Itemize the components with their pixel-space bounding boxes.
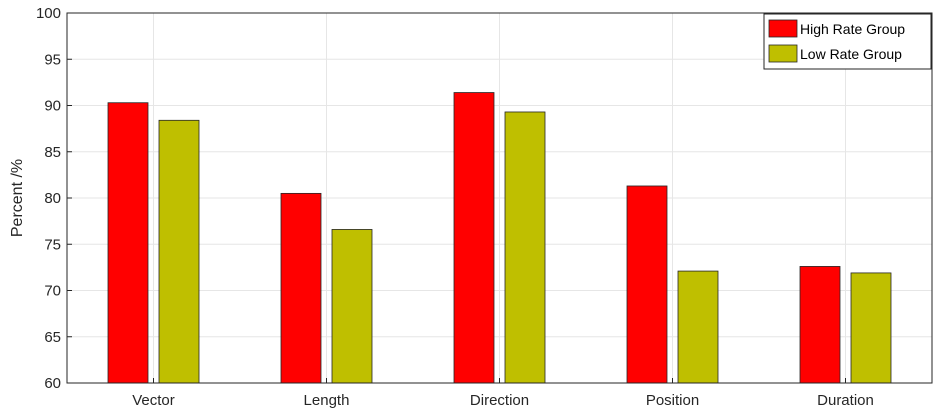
y-tick-label: 60 (44, 375, 61, 392)
legend: High Rate Group Low Rate Group (763, 13, 932, 70)
legend-swatch (768, 44, 798, 63)
bar (677, 270, 719, 384)
bar (331, 229, 373, 384)
y-tick-label: 100 (36, 5, 61, 22)
legend-swatch (768, 19, 798, 38)
y-tick-label: 95 (44, 51, 61, 68)
y-tick-label: 75 (44, 236, 61, 253)
y-tick-label: 70 (44, 283, 61, 300)
bar (626, 185, 668, 384)
x-tick-label: Vector (132, 392, 175, 409)
x-tick-label: Duration (817, 392, 874, 409)
y-axis-ticks: 60 65 70 75 80 85 90 95 100 (36, 5, 72, 392)
x-tick-label: Position (646, 392, 699, 409)
y-tick-label: 90 (44, 98, 61, 115)
y-tick-label: 85 (44, 144, 61, 161)
bar (158, 119, 200, 384)
legend-label: Low Rate Group (800, 46, 902, 62)
y-tick-label: 65 (44, 329, 61, 346)
bar (107, 102, 149, 384)
bar (453, 92, 495, 384)
grid-lines (67, 12, 932, 384)
y-tick-label: 80 (44, 190, 61, 207)
bar (799, 266, 841, 384)
bars (107, 92, 892, 384)
bar (504, 111, 546, 384)
x-tick-label: Length (304, 392, 350, 409)
legend-label: High Rate Group (800, 21, 905, 37)
bar (280, 192, 322, 384)
x-tick-label: Direction (470, 392, 529, 409)
bar (850, 272, 892, 384)
y-axis-label: Percent /% (9, 159, 26, 237)
x-axis-ticks: Vector Length Direction Position Duration (132, 378, 874, 409)
